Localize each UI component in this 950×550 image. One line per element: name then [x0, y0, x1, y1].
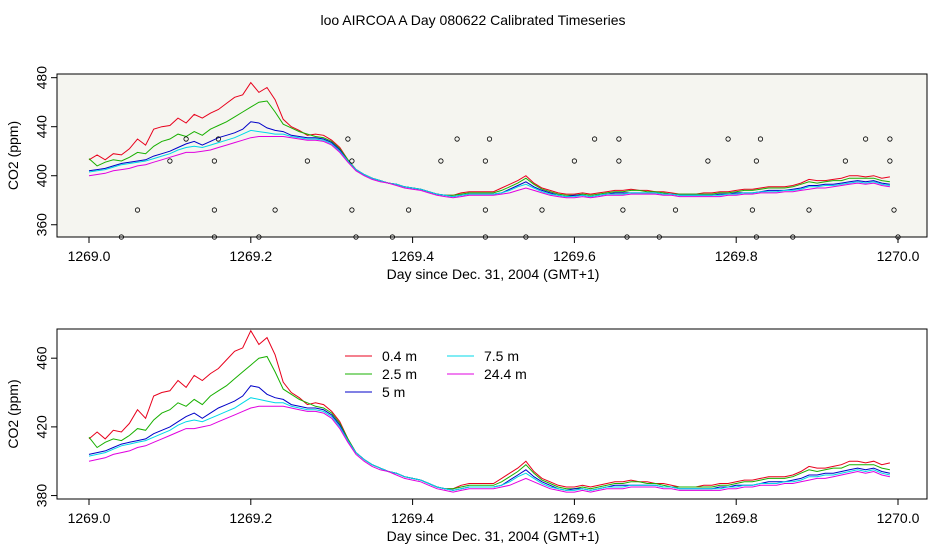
marker-point	[887, 136, 893, 142]
marker-point	[167, 158, 173, 164]
series-line-24-4-m	[88, 405, 891, 493]
series-line-24-4-m	[88, 136, 890, 199]
marker-point	[183, 136, 189, 142]
marker-point	[753, 158, 760, 164]
x-tick-label: 1270.0	[877, 510, 920, 526]
x-tick-label: 1269.8	[715, 510, 758, 526]
plot-frame	[56, 328, 928, 500]
x-axis-label: Day since Dec. 31, 2004 (GMT+1)	[387, 528, 600, 544]
x-tick-label: 1269.0	[68, 510, 111, 526]
marker-point	[304, 158, 310, 164]
plot-area	[57, 74, 927, 237]
series-lines	[88, 329, 891, 493]
marker-point	[620, 207, 626, 213]
series-line-2-5-m	[88, 100, 890, 196]
marker-point	[862, 136, 869, 142]
marker-point	[806, 207, 812, 213]
upper-panel: 1269.0 1269.2 1269.4 1269.6 1269.8 1270.0 360 4…	[5, 66, 928, 282]
y-tick-label: 460	[34, 346, 50, 370]
marker-point	[215, 136, 221, 142]
legend: 0.4 m 2.5 m 5 m 7.5 m 24.4 m	[345, 348, 527, 400]
marker-point	[616, 136, 622, 142]
x-tick-label: 1269.2	[229, 510, 272, 526]
x-tick-label: 1269.6	[553, 510, 596, 526]
marker-point	[482, 158, 488, 164]
marker-point	[842, 158, 849, 164]
x-tick-label: 1269.4	[391, 510, 434, 526]
figure-title: loo AIRCOA A Day 080622 Calibrated Times…	[320, 12, 625, 28]
lower-panel: 1269.0 1269.2 1269.4 1269.6 1269.8 1270.0 380 4…	[5, 328, 928, 544]
plot-frame	[56, 73, 928, 238]
marker-point	[705, 158, 711, 164]
marker-point	[571, 158, 578, 164]
y-tick-label: 440	[34, 115, 50, 139]
y-tick-label: 380	[34, 484, 50, 508]
marker-point	[211, 207, 217, 213]
marker-point	[725, 136, 731, 142]
series-line-2-5-m	[88, 355, 891, 490]
x-tick-label: 1269.0	[68, 248, 111, 264]
marker-point	[672, 207, 679, 213]
x-tick-label: 1269.8	[715, 248, 758, 264]
plot-area	[57, 329, 927, 499]
marker-point	[891, 207, 897, 213]
marker-point	[272, 207, 278, 213]
marker-point	[349, 158, 355, 164]
marker-point	[482, 207, 488, 213]
marker-point	[345, 136, 351, 142]
y-tick-label: 400	[34, 164, 50, 188]
marker-point	[887, 158, 893, 164]
x-tick-label: 1269.2	[229, 248, 272, 264]
legend-label: 24.4 m	[484, 366, 527, 382]
marker-point	[438, 158, 444, 164]
legend-label: 7.5 m	[484, 348, 519, 364]
x-tick-label: 1270.0	[877, 248, 920, 264]
legend-label: 0.4 m	[382, 348, 417, 364]
y-axis-label: CO2 (ppm)	[5, 121, 21, 190]
marker-point	[749, 207, 756, 213]
marker-point	[211, 158, 217, 164]
marker-point	[591, 136, 598, 142]
x-tick-label: 1269.4	[391, 248, 434, 264]
marker-point	[616, 158, 622, 164]
marker-point	[539, 207, 545, 213]
series-line-7-5-m	[88, 397, 891, 491]
y-axis-label: CO2 (ppm)	[5, 379, 21, 448]
y-tick-label: 420	[34, 415, 50, 439]
series-lines	[88, 81, 890, 199]
y-tick-label: 360	[34, 213, 50, 237]
series-line-7-5-m	[88, 129, 890, 198]
marker-point	[757, 136, 764, 142]
y-tick-label: 480	[34, 66, 50, 90]
series-line-0-4-m	[88, 329, 891, 490]
marker-point	[454, 136, 460, 142]
marker-point	[349, 207, 355, 213]
legend-label: 5 m	[382, 384, 405, 400]
marker-point	[134, 207, 141, 213]
x-axis-label: Day since Dec. 31, 2004 (GMT+1)	[387, 266, 600, 282]
x-tick-label: 1269.6	[553, 248, 596, 264]
marker-point	[486, 136, 493, 142]
marker-point	[405, 207, 412, 213]
legend-label: 2.5 m	[382, 366, 417, 382]
series-line-0-4-m	[88, 81, 890, 196]
